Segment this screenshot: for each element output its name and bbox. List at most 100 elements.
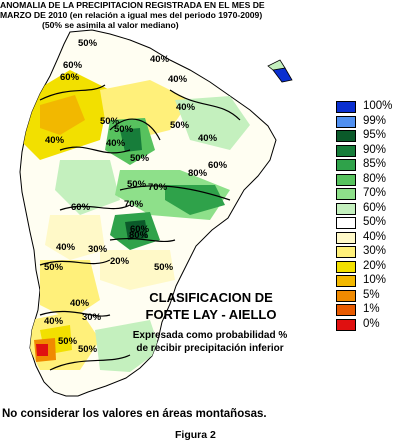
legend-swatch <box>336 202 356 215</box>
contour-label: 50% <box>100 116 120 127</box>
zone-dry-patagonia-north <box>40 260 100 320</box>
title-line-3: (50% se asimila al valor mediano) <box>42 20 179 30</box>
zone-near-normal-west <box>45 215 105 260</box>
zone-wet-south-coast <box>95 320 160 372</box>
legend: 100% 99% 95% 90% 85% 80% 70% 60% 50% 40% 30% 20% 10%… <box>336 100 400 334</box>
zone-wet-cuyo <box>55 160 120 215</box>
anomaly-fill-zones <box>20 70 250 372</box>
contour-label: 40% <box>44 316 64 327</box>
legend-item: 60% <box>336 201 400 218</box>
title-line-2: MARZO DE 2010 (en relación a igual mes d… <box>0 10 263 20</box>
classification-title-line-2: FORTE LAY - AIELLO <box>145 307 277 322</box>
legend-item: 95% <box>336 129 400 145</box>
legend-item: 0% <box>336 317 400 334</box>
contour-label: 50% <box>78 38 98 49</box>
zone-very-wet-pampa <box>125 220 148 240</box>
legend-label: 99% <box>363 114 387 127</box>
contour-label: 70% <box>124 199 144 210</box>
contour-label: 50% <box>78 344 98 355</box>
legend-label: 20% <box>363 259 387 272</box>
contour-label: 40% <box>45 135 65 146</box>
legend-item: 40% <box>336 230 400 247</box>
contour-label: 50% <box>114 124 134 135</box>
legend-swatch <box>336 289 356 302</box>
legend-item: 20% <box>336 259 400 276</box>
legend-item: 85% <box>336 158 400 174</box>
zone-extreme-dry-patagonia <box>36 344 48 356</box>
contour-label: 40% <box>168 74 188 85</box>
legend-swatch <box>336 246 356 258</box>
contour-label: 80% <box>129 230 149 241</box>
contour-label: 40% <box>150 54 170 65</box>
contour-label: 50% <box>127 179 147 190</box>
classification-subtitle: Expresada como probabilidad % de recibir… <box>102 330 318 355</box>
legend-item: 80% <box>336 172 400 189</box>
legend-item: 5% <box>336 288 400 305</box>
legend-label: 85% <box>363 158 387 170</box>
legend-label: 40% <box>363 230 387 243</box>
title-line-1: ANOMALIA DE LA PRECIPITACION REGISTRADA … <box>0 0 265 10</box>
legend-item: 10% <box>336 274 400 290</box>
legend-item: 50% <box>336 216 400 232</box>
legend-swatch <box>336 318 356 331</box>
contour-label: 60% <box>130 224 150 235</box>
classification-title: CLASIFICACION DE FORTE LAY - AIELLO <box>137 289 285 323</box>
contour-label: 40% <box>56 242 76 253</box>
legend-swatch <box>336 144 356 157</box>
classification-subtitle-line-2: de recibir precipitación inferior <box>136 342 284 354</box>
contour-label: 70% <box>148 182 168 193</box>
legend-item: 100% <box>336 100 400 116</box>
classification-subtitle-line-1: Expresada como probabilidad % <box>132 330 288 341</box>
contour-label: 60% <box>208 160 228 171</box>
legend-label: 70% <box>363 187 387 199</box>
contour-label: 50% <box>154 262 174 273</box>
footnote: No considerar los valores en áreas monta… <box>2 408 267 420</box>
zone-wetter-center <box>165 185 225 215</box>
contour-label: 60% <box>71 202 91 213</box>
contour-label-layer: 50%60%40%40%40%60%40%50%40%50%50%50%70%8… <box>44 38 228 355</box>
legend-swatch <box>336 260 356 273</box>
zone-near-normal-east <box>100 250 175 290</box>
contour-label: 50% <box>130 153 150 164</box>
islands <box>267 59 293 83</box>
legend-label: 95% <box>363 129 387 141</box>
zone-very-dry-northwest <box>40 95 85 135</box>
legend-label: 80% <box>363 172 387 185</box>
legend-label: 0% <box>363 317 380 330</box>
legend-swatch <box>336 101 356 113</box>
contour-label: 80% <box>188 168 208 179</box>
contour-label: 40% <box>198 133 218 144</box>
legend-swatch <box>336 231 356 244</box>
figure-label: Figura 2 <box>175 429 216 441</box>
classification-title-line-1: CLASIFICACION DE <box>149 290 273 305</box>
island-top-right <box>272 67 293 83</box>
zone-very-wet-north <box>120 128 142 152</box>
contour-label: 50% <box>58 336 78 347</box>
legend-item: 70% <box>336 187 400 203</box>
island-top-right-north <box>267 59 286 71</box>
contour-label: 60% <box>63 60 83 71</box>
legend-label: 50% <box>363 216 387 228</box>
contour-label: 60% <box>60 72 80 83</box>
legend-swatch <box>336 304 356 316</box>
contour-label: 50% <box>44 262 64 273</box>
legend-label: 100% <box>363 100 393 112</box>
legend-label: 1% <box>363 303 380 315</box>
legend-item: 90% <box>336 144 400 160</box>
legend-swatch <box>336 159 356 171</box>
legend-swatch <box>336 275 356 287</box>
map-title: ANOMALIA DE LA PRECIPITACION REGISTRADA … <box>0 0 400 30</box>
legend-swatch <box>336 173 356 186</box>
legend-label: 30% <box>363 245 387 257</box>
legend-item: 30% <box>336 245 400 261</box>
zone-wet-northeast <box>175 96 250 150</box>
legend-swatch <box>336 217 356 229</box>
legend-label: 10% <box>363 274 387 286</box>
contour-label: 40% <box>176 102 196 113</box>
contour-label: 30% <box>88 244 108 255</box>
legend-label: 60% <box>363 201 387 214</box>
legend-label: 5% <box>363 288 380 301</box>
legend-swatch <box>336 115 356 128</box>
contour-label: 40% <box>106 138 126 149</box>
